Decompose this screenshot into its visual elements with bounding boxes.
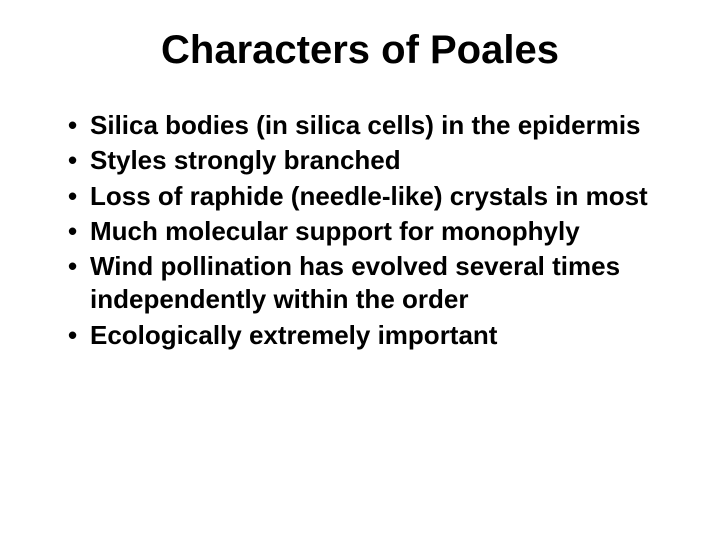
list-item: Loss of raphide (needle-like) crystals i… <box>56 180 664 213</box>
list-item: Silica bodies (in silica cells) in the e… <box>56 109 664 142</box>
list-item: Styles strongly branched <box>56 144 664 177</box>
bullet-list: Silica bodies (in silica cells) in the e… <box>56 109 664 352</box>
list-item: Much molecular support for monophyly <box>56 215 664 248</box>
list-item: Ecologically extremely important <box>56 319 664 352</box>
slide-title: Characters of Poales <box>56 28 664 73</box>
list-item: Wind pollination has evolved several tim… <box>56 250 664 317</box>
